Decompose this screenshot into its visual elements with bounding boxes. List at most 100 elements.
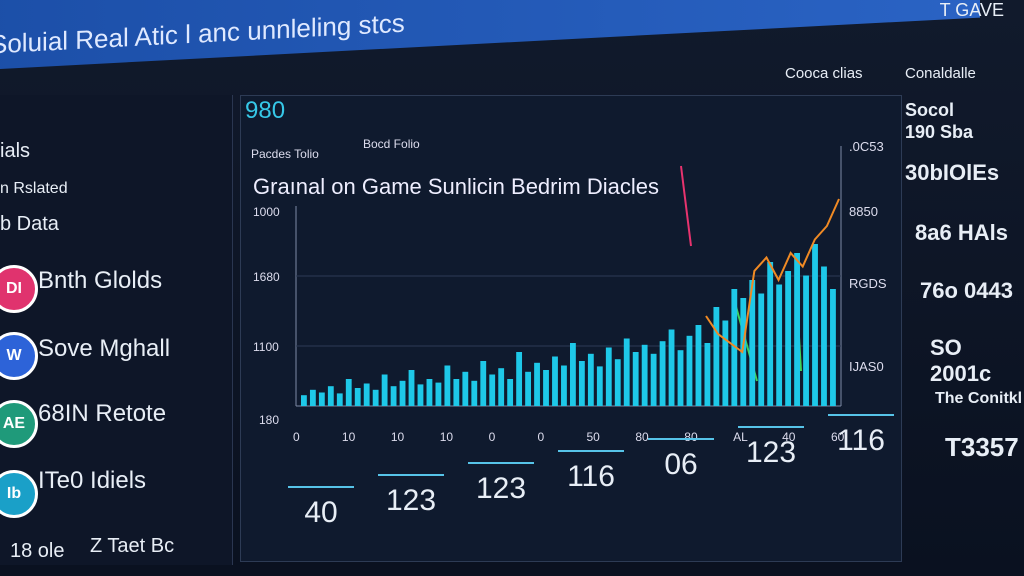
- right-item: T3357: [945, 432, 1019, 462]
- bar: [578, 361, 585, 406]
- x-axis-label: 60: [831, 430, 845, 444]
- left-footer: 18 ole: [10, 540, 65, 562]
- bar: [632, 352, 639, 406]
- left-panel: ials n Rslated b Data DI Bnth Glolds W S…: [0, 95, 233, 565]
- banner-corner: T GAVE: [939, 0, 1004, 20]
- bar: [372, 389, 379, 406]
- x-axis-label: AL: [733, 430, 748, 444]
- bar: [794, 253, 800, 406]
- y2-axis-label: 8850: [849, 204, 878, 219]
- left-footer: Z Taet Bc: [90, 535, 175, 557]
- panel-code: 980: [245, 97, 285, 124]
- left-heading: ials: [0, 140, 31, 162]
- bar: [605, 347, 612, 406]
- tab[interactable]: Pacdes Tolio: [251, 147, 319, 161]
- item-label[interactable]: 68IN Retote: [38, 400, 167, 427]
- bar: [704, 343, 711, 406]
- bar: [659, 341, 666, 406]
- item-label[interactable]: Bnth Glolds: [38, 267, 163, 294]
- bar: [587, 353, 594, 406]
- bar: [336, 393, 343, 406]
- bar: [444, 365, 451, 406]
- bar: [417, 384, 424, 406]
- y2-axis-label: .0C53: [849, 139, 884, 154]
- y2-axis-label: IJAS0: [849, 359, 884, 374]
- y-axis-label: 1000: [253, 205, 280, 219]
- item-label[interactable]: Sove Mghall: [38, 335, 171, 362]
- bar: [830, 289, 836, 406]
- right-item: 30bIOlEs: [905, 160, 1000, 185]
- bar: [462, 371, 469, 406]
- stat-value: 123: [745, 436, 797, 469]
- stat-rule: [648, 438, 714, 440]
- bar: [363, 383, 370, 406]
- left-section: b Data: [0, 213, 59, 235]
- trend-line: [705, 198, 840, 354]
- bar: [318, 392, 325, 406]
- bar: [507, 379, 514, 406]
- chart-title: Graınal on Game Sunlicin Bedrim Diacles: [253, 174, 659, 199]
- bar: [749, 280, 756, 406]
- stat-rule: [378, 474, 444, 476]
- bar: [489, 374, 496, 406]
- x-axis-label: 0: [538, 430, 545, 444]
- tab[interactable]: Bocd Folio: [363, 137, 420, 151]
- bar: [650, 353, 657, 406]
- bar: [686, 335, 693, 406]
- bar: [345, 379, 352, 406]
- right-item: 76o 0443: [920, 278, 1013, 303]
- bar: [534, 362, 540, 406]
- bar: [453, 379, 460, 406]
- item-icon: Ib: [0, 470, 38, 518]
- y2-axis-label: RGDS: [849, 276, 887, 291]
- x-axis-label: 10: [342, 430, 356, 444]
- right-item: 8a6 HAls: [915, 220, 1008, 245]
- stat-value: 40: [304, 496, 338, 529]
- item-icon: W: [0, 332, 38, 380]
- stat-value: 06: [664, 448, 698, 481]
- stat-value: 116: [567, 460, 615, 493]
- stat-rule: [738, 426, 804, 428]
- bar: [498, 368, 505, 406]
- x-axis-label: 0: [293, 430, 300, 444]
- right-item: Cooca clias: [785, 65, 863, 82]
- bar: [623, 338, 630, 406]
- bar: [785, 271, 792, 406]
- bar: [435, 382, 442, 406]
- bar: [776, 284, 783, 406]
- bar: [803, 275, 809, 406]
- center-panel: 980 Pacdes Tolio Bocd Folio Graınal on G…: [240, 95, 902, 562]
- bar: [596, 366, 603, 406]
- x-axis-label: 80: [635, 430, 649, 444]
- right-item: 190 Sba: [905, 122, 974, 142]
- bar: [570, 343, 576, 406]
- item-label[interactable]: ITe0 Idiels: [38, 467, 147, 494]
- spike: [680, 165, 692, 247]
- bar: [812, 244, 818, 406]
- y-axis-label: 1100: [253, 340, 279, 354]
- bar: [516, 352, 523, 406]
- bar: [399, 380, 406, 406]
- bar: [301, 395, 307, 406]
- x-axis-label: 80: [684, 430, 698, 444]
- stat-value: 123: [385, 484, 437, 517]
- bar: [327, 386, 334, 406]
- bar: [677, 350, 684, 406]
- stat-rule: [468, 462, 534, 464]
- bar: [668, 329, 675, 406]
- bar: [552, 356, 558, 406]
- x-axis-label: 10: [440, 430, 454, 444]
- bar: [731, 289, 738, 406]
- x-axis-label: 10: [391, 430, 405, 444]
- bar: [525, 371, 531, 406]
- item-icon: AE: [0, 400, 38, 448]
- chart: 980 Pacdes Tolio Bocd Folio Graınal on G…: [245, 97, 887, 444]
- stat-rule: [558, 450, 624, 452]
- right-item: Conaldalle: [905, 65, 976, 82]
- x-axis-label: 0: [489, 430, 496, 444]
- stat-rule: [288, 486, 354, 488]
- bar: [309, 389, 316, 406]
- bar: [614, 359, 621, 406]
- bar: [695, 325, 702, 406]
